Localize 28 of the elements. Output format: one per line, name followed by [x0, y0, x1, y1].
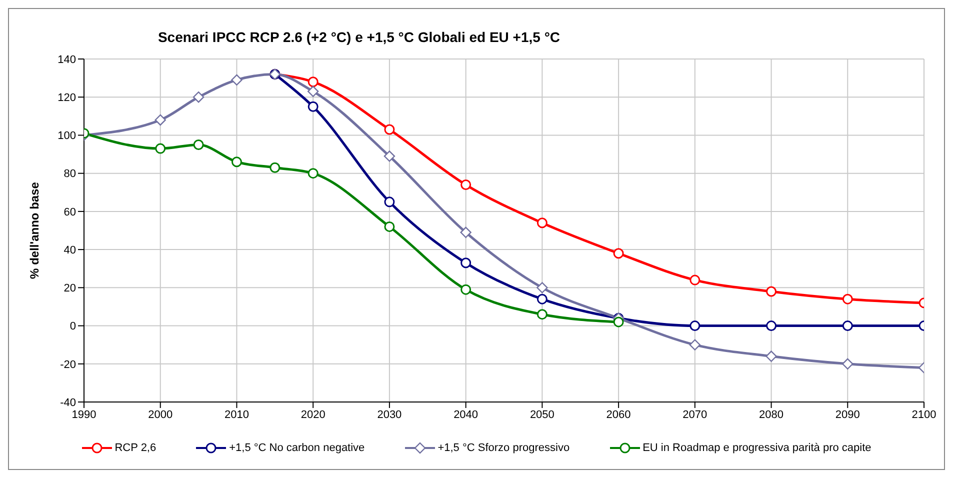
x-tick-label: 2100	[912, 408, 936, 421]
x-tick-label: 2020	[300, 408, 326, 421]
x-tick-label: 1990	[72, 408, 96, 421]
y-axis-title: % dell'anno base	[27, 182, 42, 279]
y-tick-label: 20	[64, 282, 76, 295]
y-tick-label: -20	[60, 358, 76, 371]
x-tick-label: 2080	[759, 408, 784, 421]
chart-title: Scenari IPCC RCP 2.6 (+2 °C) e +1,5 °C Globali ed EU +1,5 °C	[156, 29, 562, 45]
legend-label: +1,5 °C Sforzo progressivo	[438, 442, 570, 454]
legend-label: RCP 2,6	[114, 442, 156, 454]
y-tick-label: 0	[70, 320, 76, 333]
y-tick-label: 40	[64, 244, 76, 256]
x-tick-label: 2010	[224, 408, 249, 421]
y-tick-label: 100	[58, 130, 76, 142]
x-tick-label: 2090	[835, 408, 860, 421]
legend-label: EU in Roadmap e progressiva parità pro capite	[642, 442, 872, 454]
x-tick-label: 2050	[530, 408, 554, 421]
y-tick-label: 140	[58, 54, 76, 66]
y-tick-label: 60	[64, 206, 76, 218]
x-tick-label: 2040	[454, 408, 478, 421]
y-tick-label: 80	[64, 168, 76, 180]
x-tick-label: 2000	[148, 408, 173, 421]
legend-label: +1,5 °C No carbon negative	[229, 442, 365, 454]
x-tick-label: 2030	[377, 408, 402, 421]
x-tick-label: 2070	[682, 408, 708, 421]
y-tick-label: -40	[60, 396, 76, 409]
y-tick-label: 120	[58, 92, 76, 104]
x-tick-label: 2060	[606, 408, 631, 421]
